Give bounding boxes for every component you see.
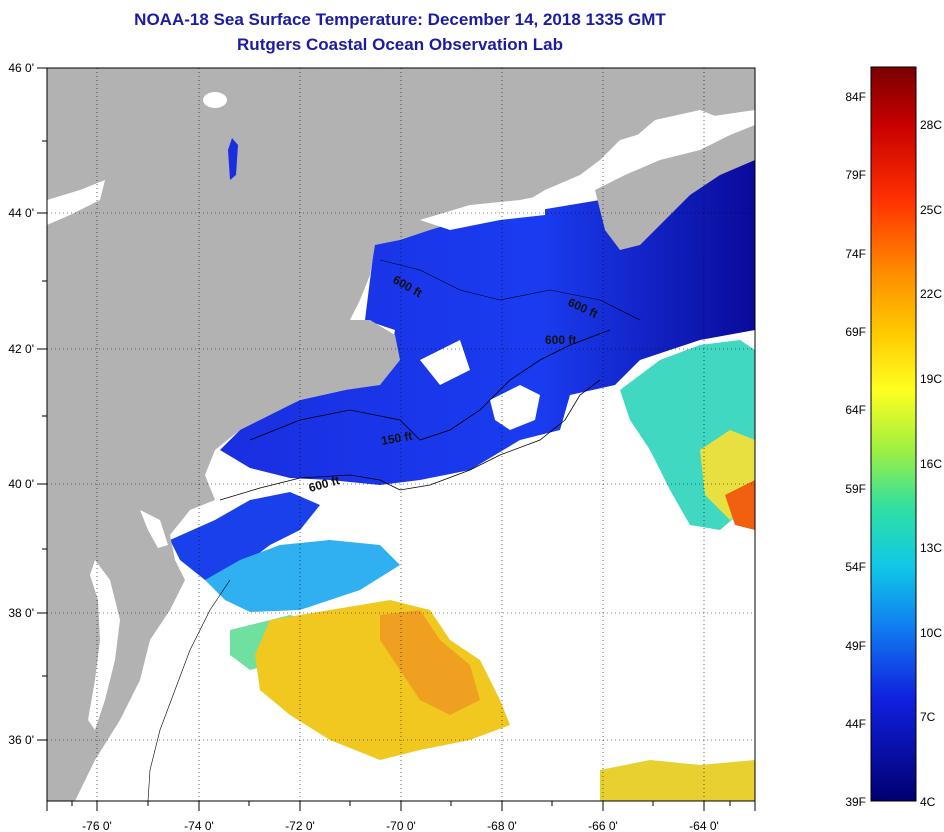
mid-atlantic-shelf-water	[170, 492, 320, 580]
colorbar-fahrenheit-label: 49F	[845, 639, 866, 653]
colorbar-celsius-label: 16C	[920, 457, 942, 471]
lon-tick-label: -70 0'	[386, 819, 416, 832]
contour-150ft	[249, 329, 611, 441]
land-us	[47, 68, 755, 801]
colorbar-celsius-label: 19C	[920, 372, 942, 386]
lat-tick-label: 44 0'	[8, 206, 34, 220]
colorbar-fahrenheit-label: 59F	[845, 482, 866, 496]
colorbar-fahrenheit-label: 64F	[845, 403, 866, 417]
colorbar-celsius-label: 7C	[920, 710, 936, 724]
gulf-stream-core	[380, 610, 480, 715]
warm-water-south	[600, 760, 755, 801]
colorbar-celsius-label: 22C	[920, 287, 942, 301]
cloud-patch	[420, 340, 470, 385]
lon-tick-label: -76 0'	[82, 819, 112, 832]
contour-600ft	[219, 379, 601, 501]
contour-coast	[147, 579, 231, 801]
contour-inner	[379, 259, 641, 321]
colorbar-celsius-label: 25C	[920, 203, 942, 217]
tick-marks	[37, 67, 756, 811]
colorbar-celsius-label: 4C	[920, 795, 936, 809]
lat-tick-label: 42 0'	[8, 342, 34, 356]
colorbar-fahrenheit-label: 79F	[845, 168, 866, 182]
map-subtitle: Rutgers Coastal Ocean Observation Lab	[237, 35, 563, 54]
colorbar-fahrenheit-label: 54F	[845, 560, 866, 574]
lat-tick-label: 38 0'	[8, 606, 34, 620]
gulf-stream-warm-water	[255, 600, 510, 760]
colorbar-fahrenheit-label: 74F	[845, 247, 866, 261]
map-title: NOAA-18 Sea Surface Temperature: Decembe…	[134, 10, 666, 29]
colorbar-celsius-label: 13C	[920, 541, 942, 555]
bay-of-fundy	[545, 110, 720, 200]
colorbar-fahrenheit-label: 69F	[845, 325, 866, 339]
lon-tick-label: -64 0'	[689, 819, 719, 832]
lake	[203, 92, 227, 108]
colorbar-fahrenheit-label: 39F	[845, 795, 866, 809]
warm-eddy-hot	[725, 480, 755, 530]
inland-cloud	[420, 195, 545, 230]
colorbar-celsius-label: 28C	[920, 118, 942, 132]
colorbar-fahrenheit-label: 44F	[845, 717, 866, 731]
lake-ontario-edge	[47, 180, 105, 225]
colorbar	[870, 66, 917, 802]
contour-label: 600 ft	[545, 333, 576, 347]
colorbar-celsius-label: 10C	[920, 626, 942, 640]
slope-water	[205, 540, 400, 612]
lon-tick-label: -66 0'	[588, 819, 618, 832]
chesapeake-bay	[88, 560, 120, 730]
lon-tick-label: -74 0'	[184, 819, 214, 832]
lat-tick-label: 46 0'	[8, 61, 34, 75]
lat-tick-label: 36 0'	[8, 733, 34, 747]
lon-tick-label: -68 0'	[487, 819, 517, 832]
lon-tick-label: -72 0'	[285, 819, 315, 832]
cloud-patch	[490, 385, 540, 430]
land-nova-scotia	[595, 125, 755, 250]
lake-champlain	[228, 138, 238, 180]
delaware-bay	[140, 510, 168, 548]
colorbar-fahrenheit-label: 84F	[845, 90, 866, 104]
lat-tick-label: 40 0'	[8, 477, 34, 491]
contour-label: 150 ft	[380, 429, 413, 448]
